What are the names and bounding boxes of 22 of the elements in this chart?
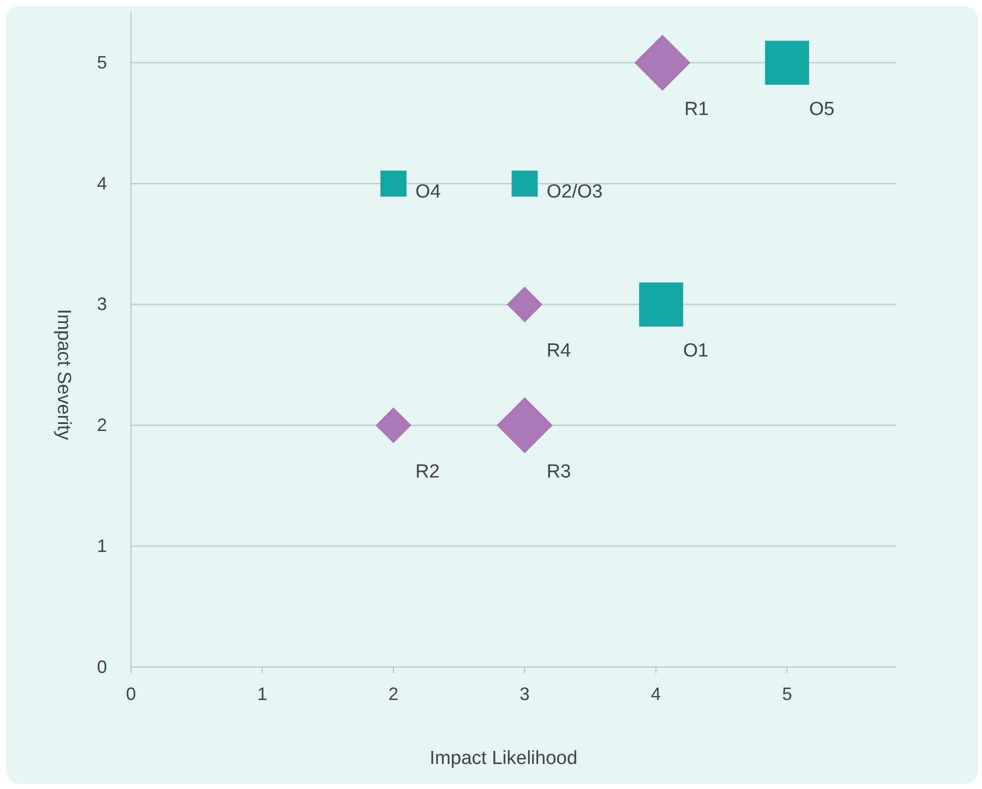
y-tick-label: 4	[96, 173, 107, 194]
annotation: R2	[415, 461, 440, 482]
annotation: R4	[546, 340, 572, 362]
y-tick-label: 0	[96, 656, 107, 677]
y-tick-label: 5	[96, 52, 107, 73]
annotation: R1	[684, 98, 709, 120]
x-tick-label: 2	[388, 684, 398, 704]
x-tick-label: 0	[126, 684, 136, 704]
y-tick-label: 1	[96, 536, 107, 556]
x-tick-label: 1	[257, 684, 268, 704]
x-tick-label: 4	[650, 684, 661, 704]
y-tick-label: 2	[96, 415, 107, 436]
x-tick-label: 5	[782, 684, 792, 704]
y-tick-label: 3	[96, 294, 107, 314]
x-axis-title: Impact Likelihood	[430, 748, 578, 769]
x-tick-label: 3	[520, 684, 530, 704]
annotation: R3	[546, 461, 571, 482]
annotation: O1	[683, 340, 708, 362]
annotation: O2/O3	[546, 182, 603, 203]
y-axis-title: Impact Severity	[53, 309, 74, 440]
annotation: O5	[809, 98, 834, 120]
annotation: O4	[415, 182, 442, 203]
